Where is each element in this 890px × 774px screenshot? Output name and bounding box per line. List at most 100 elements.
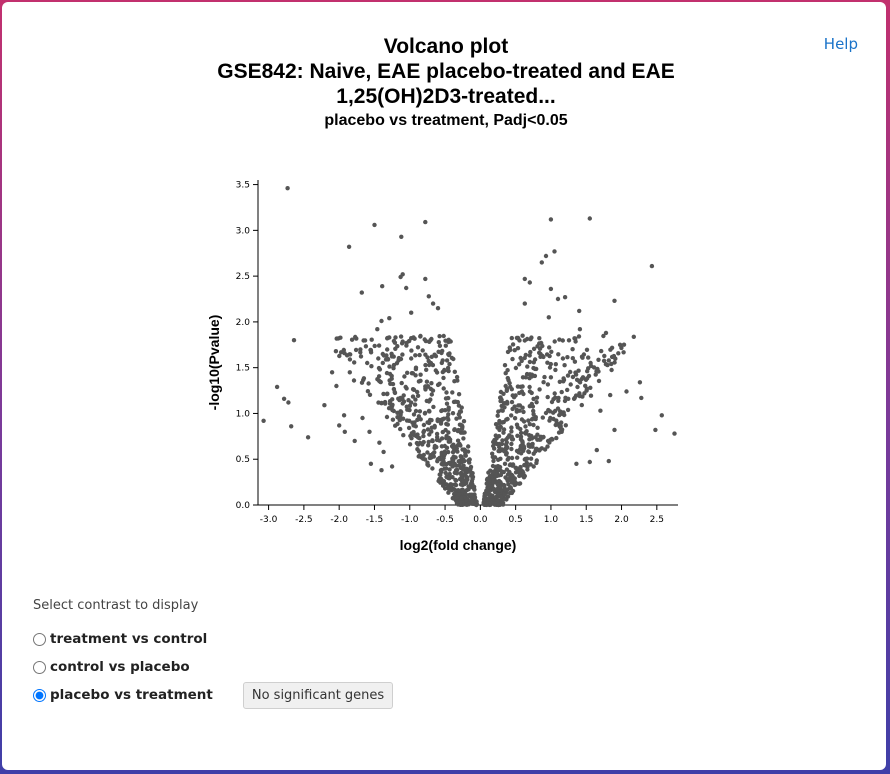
data-point (541, 380, 546, 385)
data-point (494, 487, 500, 492)
contrast-radio-placebo-vs-treatment[interactable] (33, 688, 46, 702)
data-point (453, 478, 459, 483)
data-point (525, 336, 530, 342)
contrast-option-control-vs-placebo[interactable]: control vs placebo (33, 653, 393, 681)
data-point (523, 424, 528, 429)
data-point (409, 356, 414, 361)
data-point (612, 360, 617, 365)
data-point (426, 439, 431, 445)
data-point (465, 449, 471, 454)
data-point (420, 348, 425, 353)
data-point (531, 422, 536, 428)
data-point (322, 403, 327, 408)
data-point (512, 416, 518, 421)
data-point (418, 453, 423, 458)
data-point (529, 443, 535, 449)
data-point (422, 411, 428, 416)
data-point (377, 440, 382, 445)
data-point (556, 430, 562, 435)
data-point (565, 407, 571, 413)
data-point (409, 431, 414, 436)
data-point (425, 427, 431, 432)
data-point (501, 427, 507, 432)
help-link[interactable]: Help (823, 35, 858, 53)
data-point (470, 476, 475, 482)
data-point (470, 482, 475, 487)
data-point (368, 461, 374, 466)
data-point (491, 479, 496, 485)
data-point (500, 438, 505, 443)
data-point (507, 469, 512, 475)
data-point (520, 405, 525, 410)
data-point (445, 415, 450, 420)
data-point (341, 347, 346, 353)
data-point (413, 397, 418, 402)
data-point (503, 487, 508, 492)
data-point (587, 459, 592, 465)
contrast-radio-treatment-vs-control[interactable] (33, 632, 46, 646)
data-point (534, 400, 539, 405)
data-point (545, 360, 550, 365)
data-point (463, 478, 468, 483)
data-point (461, 436, 466, 441)
data-point (548, 375, 554, 380)
data-point (423, 384, 428, 389)
contrast-option-treatment-vs-control[interactable]: treatment vs control (33, 625, 393, 653)
data-point (305, 435, 311, 440)
data-point (505, 349, 511, 355)
data-point (547, 345, 552, 350)
data-point (358, 354, 364, 359)
data-point (430, 451, 435, 457)
data-point (532, 366, 538, 372)
data-point (434, 437, 440, 443)
data-point (556, 395, 561, 401)
data-point (510, 356, 515, 362)
data-point (573, 393, 579, 398)
data-point (515, 433, 520, 438)
data-point (454, 494, 459, 500)
data-point (358, 350, 363, 355)
data-point (497, 465, 503, 470)
data-point (446, 435, 452, 441)
data-point (426, 294, 431, 299)
data-point (586, 355, 591, 360)
data-point (337, 423, 342, 428)
x-tick-label: 1.5 (579, 515, 593, 525)
data-point (444, 462, 449, 467)
data-point (502, 461, 508, 466)
data-point (555, 296, 561, 302)
data-point (548, 286, 554, 292)
data-point (534, 446, 539, 451)
data-point (463, 452, 468, 458)
data-point (399, 380, 404, 386)
data-point (438, 421, 444, 426)
data-point (398, 274, 403, 280)
contrast-radio-control-vs-placebo[interactable] (33, 660, 46, 674)
data-point (411, 335, 416, 340)
data-point (518, 446, 523, 452)
data-point (406, 398, 411, 403)
data-point (429, 381, 434, 386)
data-point (549, 349, 554, 354)
data-point (506, 455, 511, 461)
data-point (415, 393, 421, 398)
data-point (499, 403, 504, 409)
data-point (423, 352, 428, 357)
data-point (584, 347, 590, 352)
data-point (528, 462, 533, 467)
data-point (598, 408, 603, 413)
contrast-option-placebo-vs-treatment[interactable]: placebo vs treatment No significant gene… (33, 681, 394, 709)
data-point (548, 361, 553, 367)
data-point (460, 430, 466, 435)
data-point (455, 399, 460, 405)
data-point (484, 502, 489, 508)
data-point (510, 462, 516, 467)
data-point (413, 373, 418, 378)
data-point (459, 426, 465, 431)
data-point (562, 295, 568, 300)
no-significant-genes-button[interactable]: No significant genes (242, 681, 394, 709)
data-point (503, 383, 508, 389)
data-point (452, 427, 457, 433)
data-point (608, 392, 613, 398)
data-point (453, 482, 459, 488)
